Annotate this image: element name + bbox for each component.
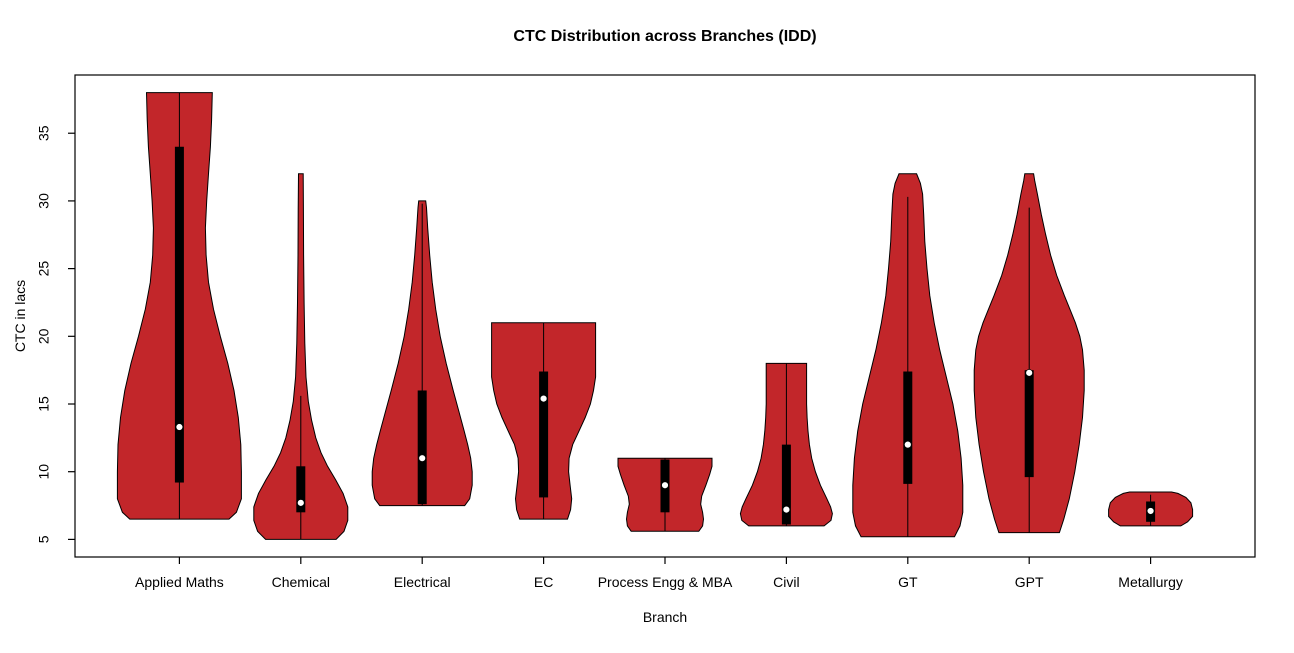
violin-gt bbox=[852, 173, 964, 538]
violin-process-engg-mba bbox=[617, 457, 713, 532]
x-category-label-ec: EC bbox=[534, 574, 553, 590]
x-category-label-metallurgy: Metallurgy bbox=[1118, 574, 1183, 590]
y-tick-label: 15 bbox=[36, 396, 52, 412]
x-category-label-electrical: Electrical bbox=[394, 574, 451, 590]
y-tick-label: 10 bbox=[36, 464, 52, 480]
iqr-box bbox=[296, 466, 306, 513]
median-dot bbox=[1025, 369, 1033, 377]
x-axis-label: Branch bbox=[642, 609, 688, 625]
x-category-label-gpt: GPT bbox=[1015, 574, 1044, 590]
median-dot bbox=[1146, 507, 1155, 515]
x-category-label-chemical: Chemical bbox=[272, 574, 330, 590]
violin-ec bbox=[491, 322, 597, 520]
y-tick-label: 35 bbox=[36, 125, 52, 141]
x-category-label-process-engg-mba: Process Engg & MBA bbox=[598, 574, 733, 590]
violin-civil bbox=[739, 362, 833, 527]
iqr-box bbox=[781, 444, 791, 525]
median-dot bbox=[539, 394, 548, 403]
violin-metallurgy bbox=[1108, 491, 1194, 527]
x-category-label-civil: Civil bbox=[773, 574, 799, 590]
median-dot bbox=[175, 423, 184, 431]
iqr-box bbox=[1024, 370, 1034, 478]
median-dot bbox=[904, 440, 912, 449]
chart-title: CTC Distribution across Branches (IDD) bbox=[513, 28, 817, 45]
violin-chemical bbox=[253, 173, 349, 540]
x-category-label-gt: GT bbox=[898, 574, 918, 590]
violin-electrical bbox=[371, 200, 473, 507]
median-dot bbox=[782, 505, 791, 514]
iqr-box bbox=[903, 371, 913, 484]
y-tick-label: 25 bbox=[36, 261, 52, 277]
iqr-box bbox=[174, 146, 184, 483]
x-category-label-applied-maths: Applied Maths bbox=[135, 574, 224, 590]
violin-gpt bbox=[973, 173, 1085, 534]
y-axis-label: CTC in lacs bbox=[12, 279, 28, 353]
y-tick-label: 20 bbox=[36, 328, 52, 344]
median-dot bbox=[661, 481, 669, 489]
y-tick-label: 5 bbox=[36, 535, 52, 543]
median-dot bbox=[418, 454, 426, 462]
median-dot bbox=[297, 499, 305, 507]
iqr-box bbox=[539, 371, 549, 498]
violin-shape bbox=[253, 173, 349, 540]
iqr-box bbox=[417, 390, 427, 505]
violin-applied-maths bbox=[116, 92, 242, 520]
y-tick-label: 30 bbox=[36, 193, 52, 209]
